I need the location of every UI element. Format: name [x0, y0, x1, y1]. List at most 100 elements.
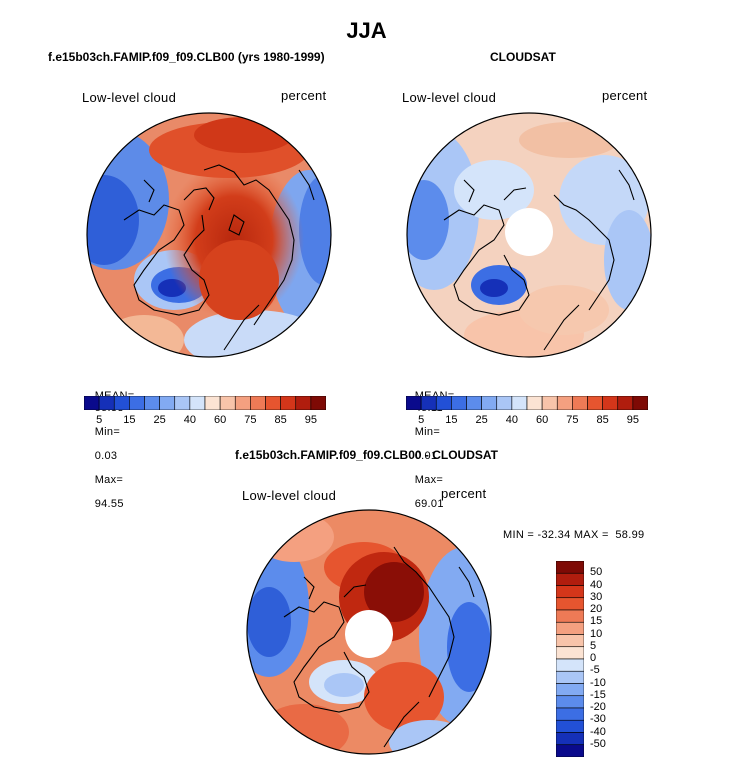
colorbar-swatch [587, 396, 603, 410]
colorbar-swatch [204, 396, 221, 410]
colorbar-swatch [556, 585, 584, 599]
panel-2-min-label: Min= [414, 426, 441, 438]
colorbar-swatch [556, 396, 573, 410]
panel-2-units-label: percent [602, 88, 648, 103]
panel-2-min-value: 0.01 [414, 450, 438, 462]
colorbar-swatch [556, 634, 584, 648]
colorbar-tick-label: 15 [123, 414, 136, 426]
colorbar-swatch [556, 683, 584, 697]
colorbar-swatch [602, 396, 619, 410]
colorbar-swatch [295, 396, 312, 410]
panel-1-title: f.e15b03ch.FAMIP.f09_f09.CLB00 (yrs 1980… [48, 50, 325, 64]
colorbar-tick-label: 25 [475, 414, 488, 426]
panel-2-title: CLOUDSAT [490, 50, 556, 64]
panel-2-polar-map [406, 112, 652, 358]
panel-2-max-value: 69.01 [414, 498, 444, 510]
panel-1-max-label: Max= [94, 474, 124, 486]
colorbar-tick-label: -5 [590, 664, 600, 677]
colorbar-swatch [556, 744, 584, 757]
colorbar-tick-label: 25 [153, 414, 166, 426]
colorbar-swatch [406, 396, 422, 410]
panel-3-stats: MIN = -32.34 MAX = 58.99 [503, 529, 645, 541]
colorbar-tick-label: 10 [590, 627, 603, 640]
colorbar-swatch [556, 695, 584, 709]
panel-1-colorbar [84, 396, 326, 410]
colorbar-swatch [556, 597, 584, 611]
panel-1-min-value: 0.03 [94, 450, 118, 462]
colorbar-swatch [435, 396, 452, 410]
colorbar-swatch [250, 396, 266, 410]
colorbar-swatch [219, 396, 236, 410]
colorbar-swatch [556, 572, 584, 586]
colorbar-swatch [526, 396, 543, 410]
colorbar-tick-label: 75 [566, 414, 579, 426]
panel-1-max-value: 94.55 [94, 498, 124, 510]
colorbar-swatch [556, 561, 584, 574]
colorbar-swatch [556, 707, 584, 721]
colorbar-swatch [556, 670, 584, 684]
colorbar-tick-label: 60 [214, 414, 227, 426]
colorbar-swatch [511, 396, 528, 410]
colorbar-tick-label: -50 [590, 737, 606, 750]
colorbar-swatch [98, 396, 115, 410]
colorbar-tick-label: 40 [183, 414, 196, 426]
colorbar-swatch [144, 396, 160, 410]
colorbar-tick-label: 75 [244, 414, 257, 426]
colorbar-tick-label: -15 [590, 688, 606, 701]
panel-1-polar-map [86, 112, 332, 358]
colorbar-tick-label: 20 [590, 603, 603, 615]
colorbar-swatch [632, 396, 648, 410]
colorbar-swatch [556, 732, 584, 746]
colorbar-swatch [496, 396, 513, 410]
panel-1-min-label: Min= [94, 426, 121, 438]
colorbar-tick-label: -40 [590, 725, 606, 738]
panel-2-max-label: Max= [414, 474, 444, 486]
colorbar-swatch [159, 396, 176, 410]
colorbar-swatch [189, 396, 206, 410]
colorbar-tick-label: 60 [536, 414, 549, 426]
colorbar-tick-label: 15 [590, 615, 603, 628]
colorbar-swatch [234, 396, 251, 410]
colorbar-tick-label: -30 [590, 713, 606, 726]
colorbar-swatch [556, 719, 584, 733]
colorbar-swatch [174, 396, 191, 410]
colorbar-swatch [113, 396, 130, 410]
colorbar-swatch [129, 396, 145, 410]
colorbar-tick-label: 5 [96, 414, 103, 426]
panel-1-variable-label: Low-level cloud [82, 90, 177, 105]
panel-2-variable-label: Low-level cloud [402, 90, 497, 105]
colorbar-swatch [466, 396, 482, 410]
panel-3-variable-label: Low-level cloud [242, 488, 337, 503]
colorbar-swatch [280, 396, 297, 410]
colorbar-tick-label: 95 [304, 414, 317, 426]
colorbar-tick-label: -20 [590, 701, 606, 713]
panel-3-polar-map [246, 509, 492, 755]
colorbar-swatch [481, 396, 498, 410]
colorbar-swatch [420, 396, 437, 410]
colorbar-swatch [572, 396, 588, 410]
page-title: JJA [346, 18, 387, 43]
colorbar-swatch [556, 609, 584, 623]
colorbar-swatch [541, 396, 558, 410]
panel-2-colorbar-labels: 5 15 25 40 60 75 85 95 [406, 414, 648, 428]
panel-2-colorbar [406, 396, 648, 410]
colorbar-tick-label: 15 [445, 414, 458, 426]
colorbar-swatch [310, 396, 326, 410]
colorbar-swatch [556, 621, 584, 635]
colorbar-tick-label: 40 [590, 578, 603, 591]
colorbar-tick-label: 95 [626, 414, 639, 426]
colorbar-swatch [556, 658, 584, 672]
colorbar-tick-label: 40 [505, 414, 518, 426]
colorbar-swatch [265, 396, 281, 410]
panel-3-colorbar-labels: 50 40 30 20 15 10 5 0 -5 -10 -15 -20 -30 -40 -50 [590, 561, 630, 757]
panel-3-colorbar [556, 561, 584, 757]
colorbar-swatch [556, 646, 584, 660]
panel-3-units-label: percent [441, 486, 487, 501]
colorbar-tick-label: -10 [590, 676, 606, 689]
panel-1-units-label: percent [281, 88, 327, 103]
colorbar-tick-label: 85 [596, 414, 609, 426]
colorbar-tick-label: 5 [418, 414, 425, 426]
colorbar-tick-label: 50 [590, 566, 603, 579]
colorbar-tick-label: 85 [274, 414, 287, 426]
colorbar-tick-label: 30 [590, 590, 603, 603]
